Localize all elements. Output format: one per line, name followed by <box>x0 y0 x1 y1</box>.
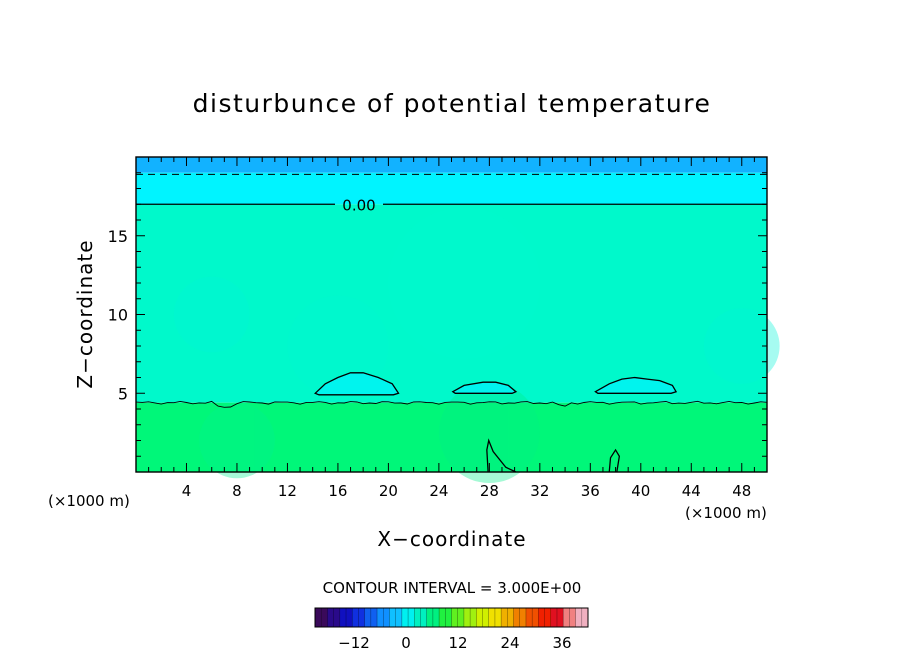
y-tick-label: 5 <box>118 384 128 403</box>
contour-blob <box>451 381 518 394</box>
legend-tick-label: 12 <box>448 634 467 652</box>
shade-patch <box>173 276 250 353</box>
x-unit-left: (×1000 m) <box>48 492 130 510</box>
shade-patch <box>287 295 389 397</box>
legend-tick-label: −12 <box>338 634 370 652</box>
color-band <box>136 204 767 403</box>
contour-blob <box>314 372 400 396</box>
boundary-contour <box>135 400 768 408</box>
shade-patch <box>199 402 275 479</box>
x-tick-label: 36 <box>581 482 600 500</box>
x-tick-label: 48 <box>732 482 751 500</box>
legend-tick-label: 0 <box>401 634 411 652</box>
x-tick-label: 16 <box>328 482 347 500</box>
x-tick-label: 20 <box>379 482 398 500</box>
x-tick-label: 12 <box>278 482 297 500</box>
shading-texture <box>173 207 780 484</box>
x-unit-right: (×1000 m) <box>685 504 767 522</box>
color-legend: −12 0 12 24 36 <box>314 607 589 652</box>
x-tick-label: 44 <box>682 482 701 500</box>
color-band <box>136 402 767 472</box>
x-tick-label: 28 <box>480 482 499 500</box>
legend-title: CONTOUR INTERVAL = 3.000E+00 <box>323 579 582 597</box>
legend-tick-label: 24 <box>500 634 519 652</box>
legend-tick-label: 36 <box>552 634 571 652</box>
x-tick-label: 24 <box>429 482 448 500</box>
contour-label: 0.00 <box>342 196 375 214</box>
shade-patch <box>703 308 780 384</box>
legend-frame <box>314 607 589 628</box>
y-tick-label: 15 <box>108 227 128 246</box>
contour-spike <box>608 448 621 473</box>
x-tick-label: 40 <box>631 482 650 500</box>
y-axis-label: Z−coordinate <box>73 239 97 388</box>
shade-patch <box>388 207 540 359</box>
color-band <box>136 172 767 205</box>
x-tick-label: 32 <box>530 482 549 500</box>
chart-title: disturbunce of potential temperature <box>193 89 712 118</box>
contour-blob <box>594 376 678 394</box>
contour-spike <box>486 438 517 473</box>
color-band <box>136 157 767 173</box>
shade-patch <box>438 382 540 484</box>
y-tick-label: 10 <box>108 306 128 325</box>
x-tick-label: 8 <box>232 482 242 500</box>
x-tick-label: 4 <box>182 482 192 500</box>
x-axis-label: X−coordinate <box>377 527 526 551</box>
